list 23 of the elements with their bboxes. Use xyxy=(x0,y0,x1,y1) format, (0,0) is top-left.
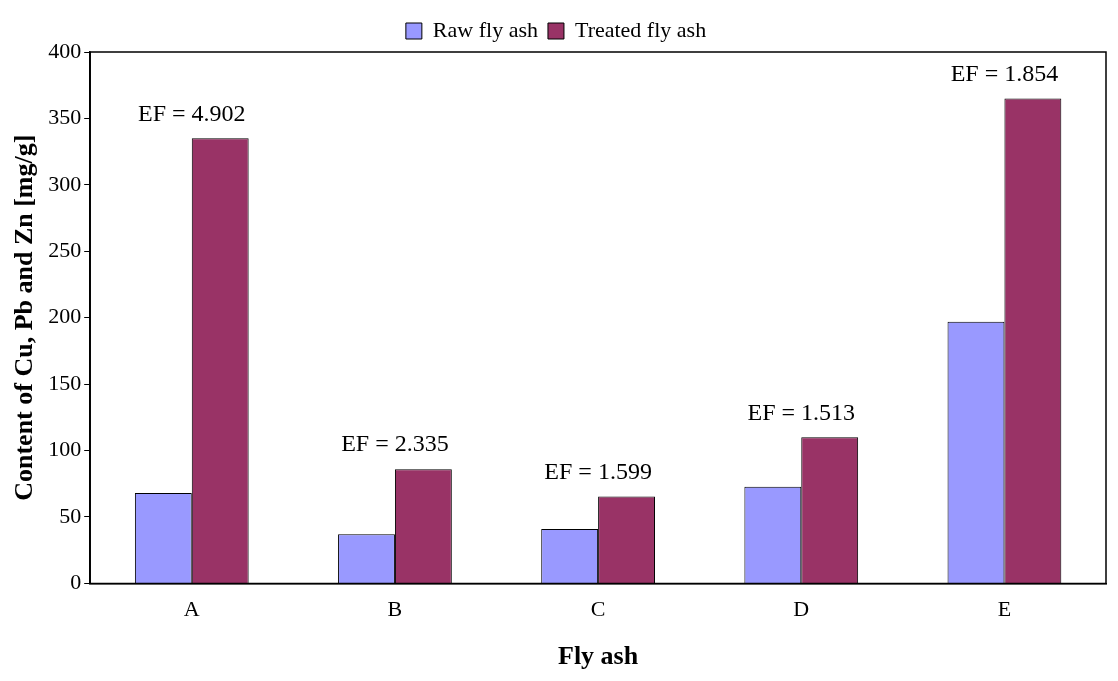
y-tick-label: 50 xyxy=(59,502,82,528)
y-tick-label: 350 xyxy=(48,104,82,130)
x-tick-label: E xyxy=(997,596,1012,622)
annotation: EF = 2.335 xyxy=(341,430,449,457)
annotation: EF = 1.513 xyxy=(747,398,856,425)
y-tick-label: 150 xyxy=(48,369,82,395)
x-axis-title: Fly ash xyxy=(558,641,639,671)
y-tick-label: 400 xyxy=(48,37,82,63)
y-tick-label: 200 xyxy=(48,303,82,329)
annotation: EF = 1.854 xyxy=(950,59,1059,86)
legend-label: Treated fly ash xyxy=(574,16,707,42)
y-axis-title: Content of Cu, Pb and Zn [mg/g] xyxy=(9,134,39,501)
y-tick-label: 300 xyxy=(48,170,82,196)
x-tick-label: C xyxy=(590,596,606,622)
y-tick-label: 100 xyxy=(48,436,82,462)
y-tick-label: 0 xyxy=(70,569,82,595)
y-tick-label: 250 xyxy=(48,237,82,263)
annotation: EF = 1.599 xyxy=(544,457,652,484)
annotation: EF = 4.902 xyxy=(138,99,246,126)
legend-label: Raw fly ash xyxy=(432,16,538,42)
x-tick-label: A xyxy=(183,596,200,622)
x-tick-label: B xyxy=(387,596,403,622)
x-tick-label: D xyxy=(793,596,810,622)
